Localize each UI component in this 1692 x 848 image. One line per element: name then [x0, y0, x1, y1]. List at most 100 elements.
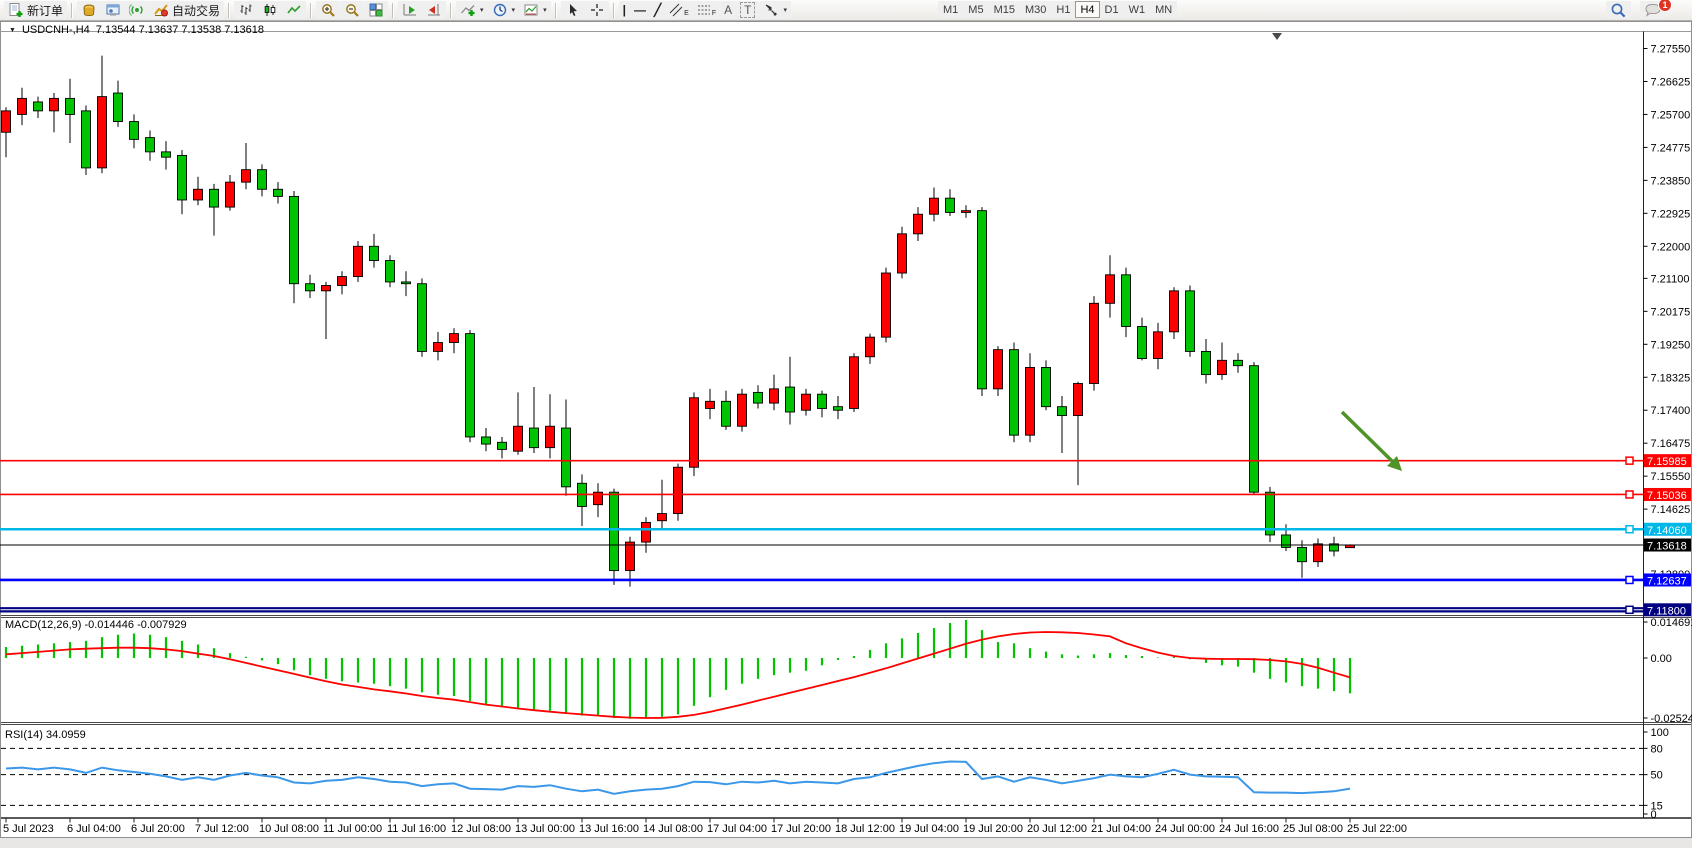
line-handle[interactable] — [1625, 456, 1634, 465]
price-tick-label: 7.27550 — [1651, 44, 1691, 56]
search-button[interactable] — [1606, 1, 1631, 19]
trendline-button[interactable]: ╱ — [649, 1, 666, 19]
navigator-button[interactable] — [125, 1, 150, 19]
candle-bullish — [17, 97, 27, 115]
candle-bearish — [65, 97, 75, 115]
zoom-out-button[interactable] — [340, 1, 365, 19]
timeframe-w1-button[interactable]: W1 — [1123, 1, 1151, 18]
fibonacci-button[interactable]: F — [692, 1, 721, 19]
navigator-icon — [129, 4, 143, 16]
cursor-button[interactable] — [560, 1, 585, 19]
candle-bearish — [1121, 274, 1131, 327]
templates-button[interactable]: ▾ — [519, 1, 551, 19]
candlestick-icon — [264, 4, 276, 16]
candle-bearish — [177, 154, 187, 201]
timeframe-m15-button[interactable]: M15 — [988, 1, 1020, 18]
new-order-icon — [9, 3, 23, 17]
time-axis-label: 18 Jul 12:00 — [835, 823, 895, 835]
chart-shift-marker[interactable] — [1272, 33, 1282, 40]
auto-scroll-button[interactable] — [398, 1, 423, 19]
candle-bearish — [785, 386, 795, 413]
periods-clock-icon — [493, 3, 506, 17]
chart-shift-button[interactable] — [422, 1, 447, 19]
bar-chart-button[interactable] — [234, 1, 259, 19]
price-tag-label: 7.15985 — [1647, 456, 1687, 468]
candle-bearish — [1265, 491, 1275, 536]
price-tick-label: 7.25700 — [1651, 109, 1691, 121]
equidistant-channel-icon — [669, 3, 683, 17]
time-axis-label: 11 Jul 00:00 — [323, 823, 382, 835]
candle-bullish — [1217, 359, 1227, 376]
candle-bullish — [1313, 543, 1323, 563]
candle-bullish — [513, 425, 523, 452]
new-order-button[interactable]: 新订单 — [4, 1, 68, 19]
macd-scale-label: 0.014691 — [1651, 617, 1692, 629]
tile-windows-button[interactable] — [364, 1, 389, 19]
line-handle[interactable] — [1625, 490, 1634, 499]
indicators-icon — [461, 5, 475, 16]
arrows-button[interactable]: ▾ — [759, 1, 791, 19]
price-tag — [1644, 522, 1691, 536]
time-axis-label: 12 Jul 08:00 — [451, 823, 511, 835]
macd-scale-label: -0.02524 — [1651, 713, 1692, 725]
market-watch-icon — [83, 4, 95, 17]
time-axis-label: 19 Jul 20:00 — [963, 823, 1023, 835]
timeframe-m30-button[interactable]: M30 — [1019, 1, 1052, 18]
timeframe-h1-button[interactable]: H1 — [1051, 1, 1076, 18]
rsi-line — [5, 760, 1351, 795]
text-button[interactable]: A — [720, 1, 737, 19]
time-axis-label: 11 Jul 16:00 — [387, 823, 446, 835]
timeframe-h4-button[interactable]: H4 — [1075, 1, 1100, 18]
data-window-icon — [106, 4, 120, 16]
candlestick-button[interactable] — [258, 1, 283, 19]
price-tag-label: 7.13618 — [1647, 541, 1687, 553]
price-tick-label: 7.14625 — [1651, 504, 1691, 516]
candle-bearish — [529, 427, 539, 449]
chat-button[interactable]: 1 — [1640, 0, 1672, 19]
candle-bearish — [369, 245, 379, 261]
vertical-line-button[interactable]: | — [618, 1, 630, 19]
crosshair-button[interactable] — [584, 1, 609, 19]
chart-canvas[interactable]: 7.27550 7.26625 7.25700 7.24775 7.23850 7.229… — [0, 21, 1692, 848]
window-menu-icon[interactable]: ▼ — [9, 26, 16, 34]
equidistant-channel-button[interactable]: E — [665, 1, 693, 19]
toolbar-separator — [71, 2, 74, 18]
candle-bearish — [209, 188, 219, 208]
time-axis-label: 14 Jul 08:00 — [643, 823, 703, 835]
candle-bearish — [561, 427, 571, 488]
auto-trading-button[interactable]: 自动交易 — [149, 1, 225, 19]
horizontal-line-button[interactable]: — — [629, 1, 650, 19]
arrow-annotation[interactable] — [1340, 410, 1394, 463]
candle-bullish — [1089, 302, 1099, 384]
candle-bearish — [129, 121, 139, 140]
timeframe-m5-button[interactable]: M5 — [963, 1, 989, 18]
toolbar-separator — [612, 2, 615, 18]
line-handle[interactable] — [1625, 605, 1634, 615]
candle-bullish — [1073, 383, 1083, 417]
macd-label: MACD(12,26,9) -0.014446 -0.007929 — [5, 619, 187, 631]
toolbar-separator — [450, 2, 453, 18]
rsi-label: RSI(14) 34.0959 — [5, 729, 86, 741]
indicators-button[interactable]: ▾ — [456, 1, 488, 19]
timeframe-d1-button[interactable]: D1 — [1099, 1, 1124, 18]
candle-bearish — [497, 441, 507, 450]
price-tick-label: 7.23850 — [1651, 175, 1691, 187]
price-tag-label: 7.12637 — [1647, 575, 1687, 587]
line-handle[interactable] — [1625, 525, 1634, 534]
label-button[interactable]: T — [736, 1, 760, 19]
timeframe-m1-button[interactable]: M1 — [938, 1, 964, 18]
zoom-in-button[interactable] — [316, 1, 341, 19]
data-window-button[interactable] — [101, 1, 126, 19]
arrows-icon — [766, 4, 778, 16]
timeframe-mn-button[interactable]: MN — [1150, 1, 1178, 18]
price-tick-label: 7.15550 — [1651, 471, 1691, 483]
periods-button[interactable]: ▾ — [487, 1, 520, 19]
candle-bearish — [1233, 359, 1243, 367]
line-chart-button[interactable] — [282, 1, 307, 19]
candle-bearish — [289, 195, 299, 285]
candle-bullish — [961, 210, 971, 213]
line-handle[interactable] — [1625, 575, 1634, 585]
candle-bearish — [1201, 350, 1211, 376]
market-watch-button[interactable] — [77, 1, 102, 19]
candle-bearish — [609, 491, 619, 572]
